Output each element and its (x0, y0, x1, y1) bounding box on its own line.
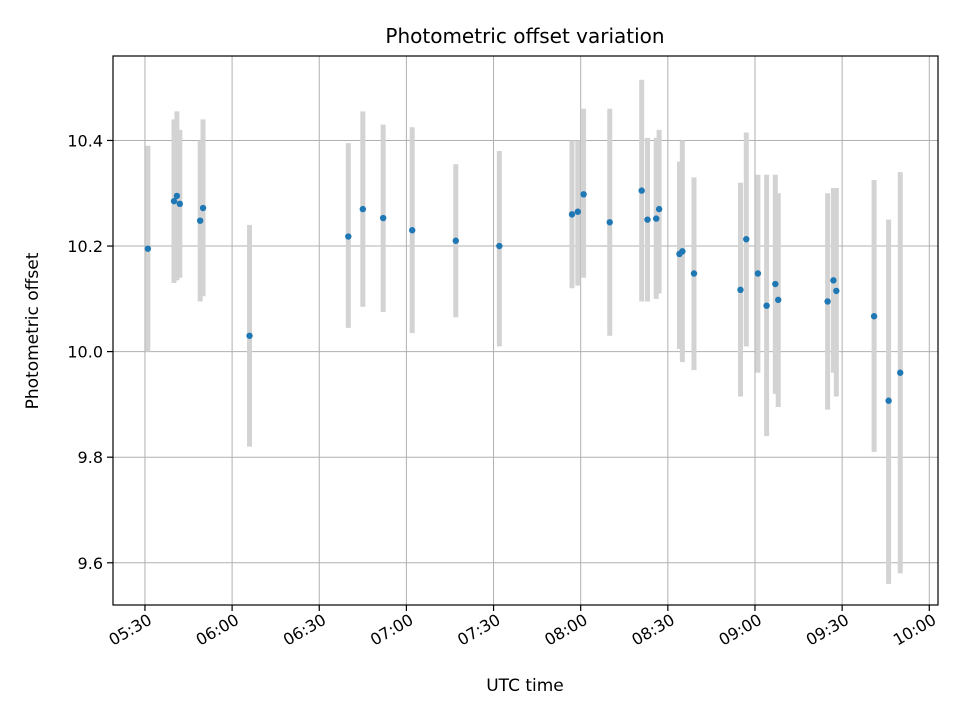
data-point (655, 205, 663, 213)
data-point (176, 200, 184, 208)
data-point (379, 214, 387, 222)
plot-frame (112, 55, 939, 606)
data-point (359, 205, 367, 213)
data-point (638, 187, 645, 194)
data-point (452, 237, 459, 244)
data-point (775, 296, 782, 304)
x-axis-title: UTC time (486, 676, 564, 696)
data-point (885, 397, 892, 404)
data-point (409, 227, 416, 234)
data-point (754, 270, 762, 277)
data-point (580, 191, 587, 198)
y-tick-label: 10.4 (67, 131, 103, 150)
data-point (830, 277, 837, 284)
data-point (653, 215, 660, 222)
data-point (170, 197, 178, 205)
data-point (173, 192, 181, 200)
data-point (606, 219, 613, 226)
data-point (246, 332, 253, 339)
data-point (763, 302, 770, 309)
data-point (144, 245, 152, 252)
data-point (690, 270, 698, 277)
y-tick-label: 9.8 (78, 448, 103, 467)
data-point (737, 286, 744, 294)
data-point (897, 369, 904, 376)
y-axis-ticks: 9.6 9.8 10.0 10.2 10.4 (67, 131, 113, 573)
data-point (870, 313, 878, 320)
data-point (772, 280, 779, 288)
data-point (824, 298, 831, 305)
data-point (833, 287, 840, 295)
data-point (644, 216, 651, 223)
y-tick-label: 10.0 (67, 343, 103, 362)
data-point (568, 211, 576, 218)
data-point (574, 208, 581, 215)
y-axis-title: Photometric offset (23, 252, 43, 409)
y-tick-label: 10.2 (67, 237, 103, 256)
data-point (743, 235, 750, 243)
chart-title: Photometric offset variation (385, 24, 664, 48)
data-point (679, 248, 686, 255)
grid (113, 56, 938, 605)
data-point (345, 233, 352, 240)
y-tick-label: 9.6 (78, 554, 103, 573)
data-point (199, 204, 207, 212)
data-point (196, 217, 204, 224)
data-points (144, 187, 904, 404)
data-point (496, 242, 503, 250)
